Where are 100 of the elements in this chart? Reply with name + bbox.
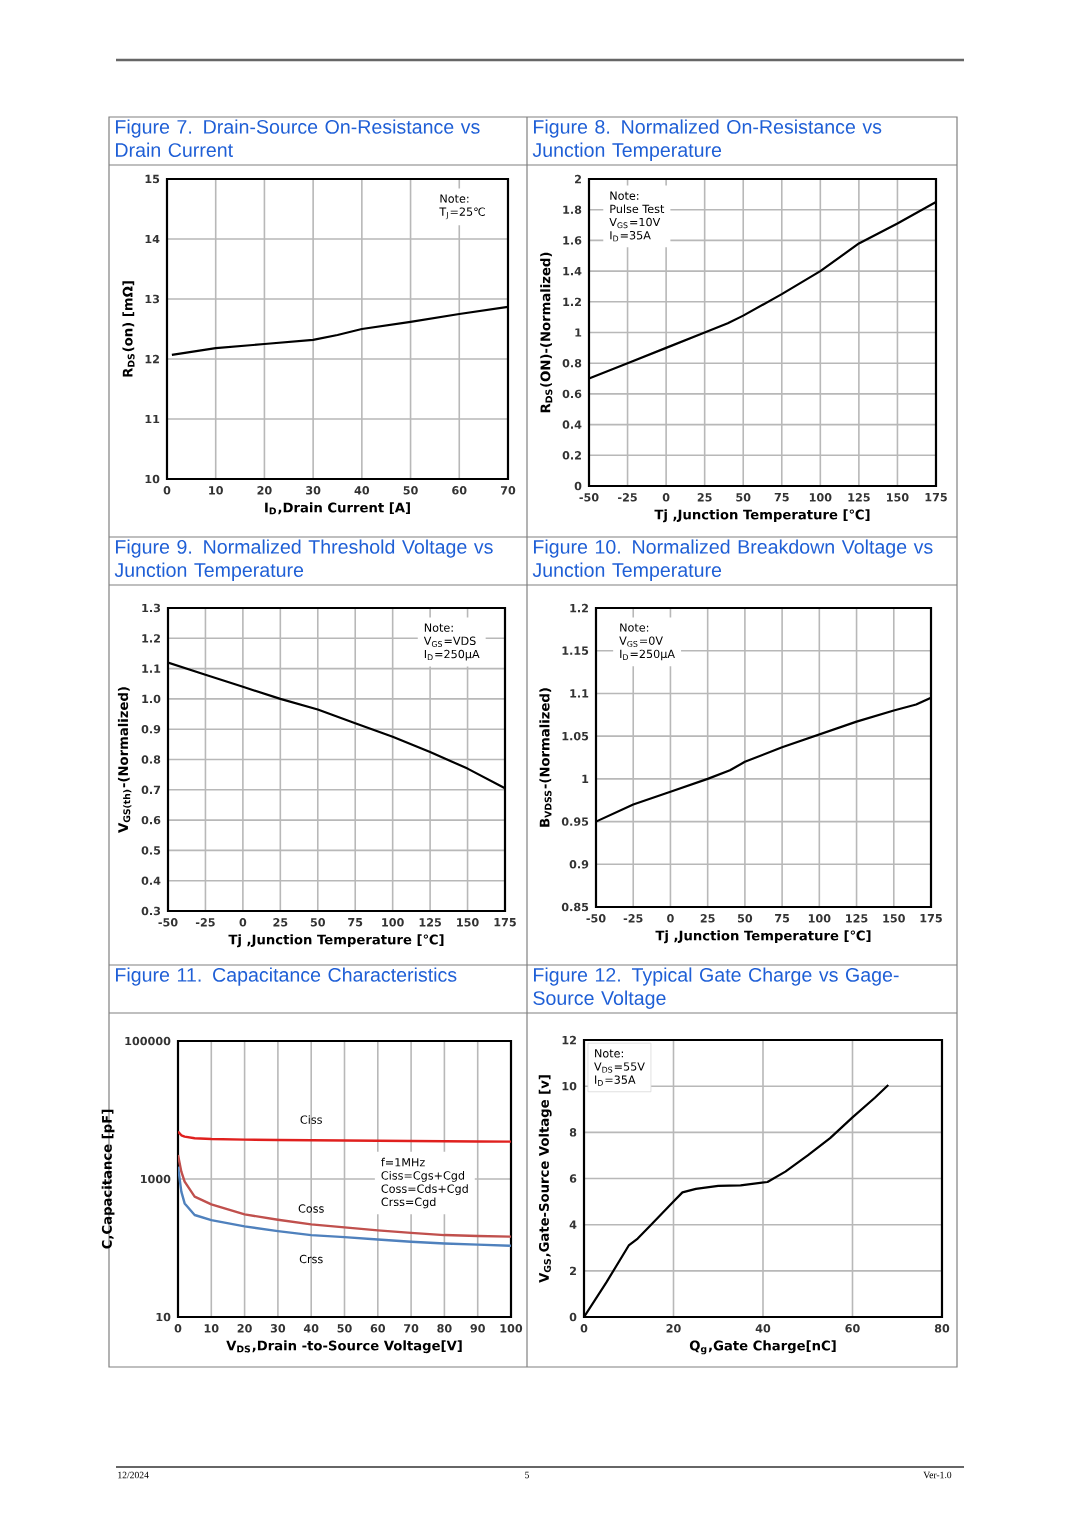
x-tick-label: 20 xyxy=(666,1324,681,1333)
annotation: V$_{GS}$=VDS xyxy=(423,636,476,647)
y-tick-label: 0.5 xyxy=(141,846,161,855)
y-tick-label: 0.2 xyxy=(562,451,581,460)
text: Ver-1.0 xyxy=(923,1471,952,1479)
x-tick-label: 60 xyxy=(845,1324,860,1333)
chart-title: Figure 10. Normalized Breakdown Voltage vs Junction Temperature xyxy=(532,539,933,581)
x-tick-label: 40 xyxy=(354,486,370,495)
x-tick-label: -50 xyxy=(579,493,599,502)
y-tick-label: 2 xyxy=(570,1266,576,1275)
y-tick-label: 1.2 xyxy=(142,634,160,643)
y-tick-label: 10 xyxy=(562,1081,577,1091)
y-axis-title: C,Capacitance [pF] xyxy=(101,1109,115,1249)
x-tick-label: 75 xyxy=(348,918,363,927)
annotation: I$_{D}$=35A xyxy=(610,231,651,242)
x-tick-label: 100 xyxy=(500,1324,523,1333)
chart-title: Figure 9. Normalized Threshold Voltage vs Junction Temperature xyxy=(114,539,493,581)
x-tick-label: 10 xyxy=(209,486,223,495)
x-axis-title: Tj ,Junction Temperature [℃] xyxy=(654,509,870,523)
y-tick-label: 1.6 xyxy=(563,236,582,245)
x-tick-label: 125 xyxy=(848,493,870,502)
x-tick-label: 175 xyxy=(920,914,942,923)
line-series xyxy=(178,1153,511,1238)
y-tick-label: 1.05 xyxy=(562,731,589,741)
y-tick-label: 1 xyxy=(582,774,589,783)
y-tick-label: 0.4 xyxy=(562,420,582,429)
annotation: I$_{D}$=250μA xyxy=(424,649,480,661)
annotation: Note: xyxy=(440,194,469,203)
y-tick-label: 0.4 xyxy=(141,876,161,885)
y-tick-label: 1.15 xyxy=(562,646,589,655)
line-series xyxy=(178,1130,511,1143)
annotation: Note: xyxy=(620,623,649,632)
annotation: Pulse Test xyxy=(610,204,665,214)
x-tick-label: 30 xyxy=(306,486,321,495)
series-label: Crss xyxy=(299,1254,323,1264)
y-tick-label: 0.6 xyxy=(562,389,582,399)
x-tick-label: 40 xyxy=(303,1324,319,1333)
x-tick-label: 100 xyxy=(809,493,832,502)
y-axis-title: R$_{DS}$(ON)-(Normalized) xyxy=(540,252,553,413)
y-tick-label: 10 xyxy=(145,474,160,484)
y-tick-label: 0.8 xyxy=(562,358,582,368)
y-tick-label: 100000 xyxy=(125,1036,171,1046)
x-tick-label: 90 xyxy=(470,1324,485,1333)
y-tick-label: 1000 xyxy=(141,1174,171,1184)
annotation: V$_{GS}$=10V xyxy=(609,217,661,229)
y-tick-label: 0.8 xyxy=(141,755,161,764)
y-tick-label: 15 xyxy=(145,174,160,184)
x-axis-title: V$_{DS}$,Drain -to-Source Voltage[V] xyxy=(226,1340,462,1354)
x-tick-label: 25 xyxy=(700,914,715,923)
y-tick-label: 0.85 xyxy=(561,902,589,912)
y-tick-label: 0.9 xyxy=(141,724,161,734)
x-tick-label: 0 xyxy=(667,914,674,923)
x-tick-label: 150 xyxy=(883,914,905,923)
chart-title: Figure 8. Normalized On-Resistance vs Junction Temperature xyxy=(532,119,882,161)
x-tick-label: 150 xyxy=(457,918,479,927)
y-tick-label: 1.2 xyxy=(563,297,581,306)
x-tick-label: 80 xyxy=(437,1324,452,1333)
y-tick-label: 1.3 xyxy=(142,603,161,613)
y-tick-label: 12 xyxy=(145,354,159,364)
annotation: V$_{GS}$=0V xyxy=(619,636,663,647)
y-tick-label: 1.1 xyxy=(142,664,161,673)
y-tick-label: 1.1 xyxy=(570,689,589,698)
text: 5 xyxy=(525,1471,530,1479)
y-tick-label: 2 xyxy=(575,174,581,184)
y-tick-label: 0.6 xyxy=(141,815,161,825)
x-tick-label: -25 xyxy=(623,914,643,923)
x-tick-label: 150 xyxy=(887,493,909,502)
annotation: Crss=Cgd xyxy=(381,1197,436,1209)
x-tick-label: 60 xyxy=(370,1324,386,1333)
y-tick-label: 12 xyxy=(562,1035,576,1045)
x-tick-label: 30 xyxy=(270,1324,286,1333)
y-axis-title: V$_{GS(th)}$-(Normalized) xyxy=(117,687,132,833)
x-tick-label: 40 xyxy=(755,1324,771,1333)
annotation: Note: xyxy=(610,191,639,200)
x-tick-label: 70 xyxy=(500,486,516,495)
y-axis-title: B$_{VDSS}$-(Normalized) xyxy=(539,688,552,827)
x-axis-title: I$_{D}$,Drain Current [A] xyxy=(265,502,410,515)
x-tick-label: 175 xyxy=(494,918,516,927)
annotation: Coss=Cds+Cgd xyxy=(381,1184,468,1196)
y-tick-label: 6 xyxy=(569,1174,577,1183)
y-tick-label: 0.7 xyxy=(141,785,161,795)
x-tick-label: 20 xyxy=(237,1324,252,1333)
x-tick-label: -25 xyxy=(618,493,637,502)
x-tick-label: 175 xyxy=(925,493,947,502)
text: 12/2024 xyxy=(118,1471,149,1479)
y-tick-label: 1.8 xyxy=(563,205,582,214)
x-tick-label: 80 xyxy=(934,1324,950,1333)
x-tick-label: 20 xyxy=(257,486,272,495)
x-tick-label: 0 xyxy=(174,1324,182,1333)
series-label: Coss xyxy=(298,1204,324,1213)
x-tick-label: 100 xyxy=(808,914,831,923)
y-tick-label: 0.95 xyxy=(561,817,589,826)
y-tick-label: 1.2 xyxy=(570,603,588,613)
annotation: I$_{D}$=250μA xyxy=(620,649,675,661)
y-tick-label: 14 xyxy=(145,234,160,244)
annotation: Note: xyxy=(424,623,453,632)
x-tick-label: 0 xyxy=(239,918,247,927)
x-tick-label: 100 xyxy=(382,918,404,927)
annotation: V$_{DS}$=55V xyxy=(594,1062,645,1073)
x-tick-label: 50 xyxy=(736,493,751,502)
